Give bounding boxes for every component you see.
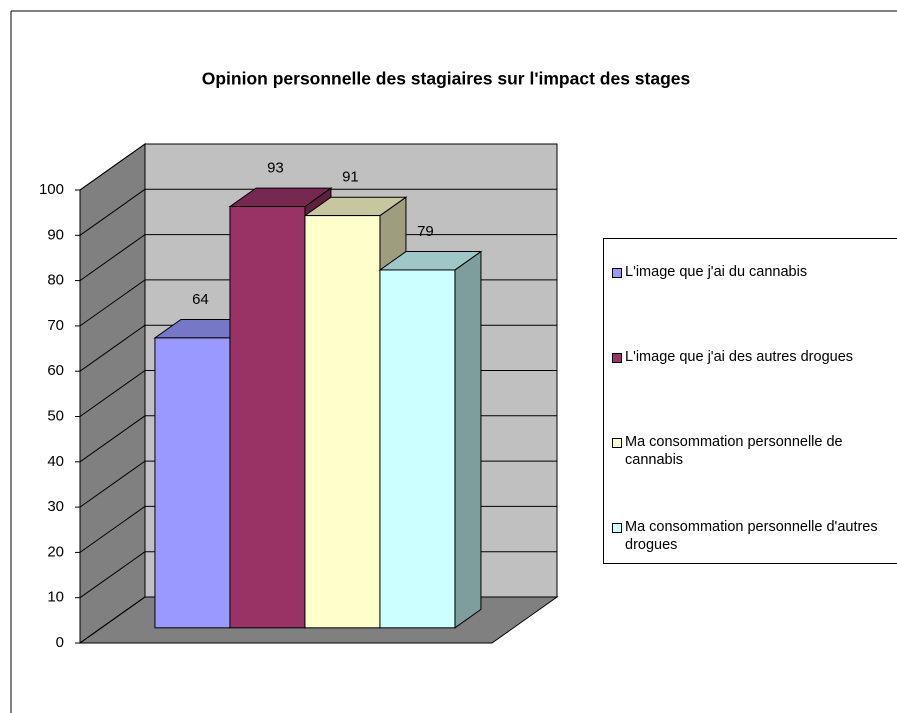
value-label: 79 bbox=[417, 223, 434, 240]
grid-line bbox=[79, 460, 146, 508]
grid-line bbox=[79, 415, 146, 463]
grid-line bbox=[79, 505, 146, 553]
bar bbox=[154, 337, 231, 629]
legend-swatch bbox=[612, 268, 622, 278]
value-label: 93 bbox=[267, 159, 284, 176]
grid-line bbox=[79, 324, 146, 372]
value-label: 91 bbox=[342, 169, 359, 186]
legend-item: Ma consommation personnelle d'autres dro… bbox=[612, 518, 897, 554]
grid-line bbox=[79, 370, 146, 417]
grid-line bbox=[79, 188, 146, 236]
y-tick-label: 10 bbox=[47, 589, 64, 606]
legend: L'image que j'ai du cannabis L'image que … bbox=[603, 238, 897, 564]
y-tick-label: 20 bbox=[47, 543, 64, 560]
legend-item: L'image que j'ai des autres drogues bbox=[612, 348, 897, 366]
y-tick-label: 100 bbox=[39, 181, 64, 198]
y-tick-label: 40 bbox=[47, 453, 64, 470]
y-tick-label: 50 bbox=[47, 407, 64, 424]
value-label: 64 bbox=[192, 291, 209, 308]
legend-item: Ma consommation personnelle de cannabis bbox=[612, 433, 897, 469]
grid-line bbox=[79, 551, 146, 599]
legend-label: Ma consommation personnelle de cannabis bbox=[625, 434, 843, 468]
grid-line bbox=[79, 596, 146, 644]
legend-swatch bbox=[612, 523, 622, 533]
y-tick-label: 60 bbox=[47, 362, 64, 379]
grid-line bbox=[79, 279, 146, 327]
legend-label: L'image que j'ai du cannabis bbox=[625, 264, 808, 280]
legend-label: Ma consommation personnelle d'autres dro… bbox=[625, 519, 878, 553]
legend-swatch bbox=[612, 353, 622, 363]
bar bbox=[379, 269, 456, 629]
legend-label: L'image que j'ai des autres drogues bbox=[625, 349, 854, 365]
y-tick-label: 80 bbox=[47, 272, 64, 289]
y-tick-label: 30 bbox=[47, 498, 64, 515]
legend-swatch bbox=[612, 438, 622, 448]
bar bbox=[304, 215, 381, 629]
bar bbox=[229, 206, 306, 629]
grid-line bbox=[79, 234, 146, 282]
y-tick-label: 70 bbox=[47, 317, 64, 334]
bar-side bbox=[454, 250, 482, 629]
grid-line bbox=[79, 143, 146, 191]
legend-item: L'image que j'ai du cannabis bbox=[612, 263, 897, 281]
y-tick-label: 0 bbox=[56, 634, 64, 651]
y-tick-label: 90 bbox=[47, 226, 64, 243]
chart-title: Opinion personnelle des stagiaires sur l… bbox=[202, 69, 691, 89]
